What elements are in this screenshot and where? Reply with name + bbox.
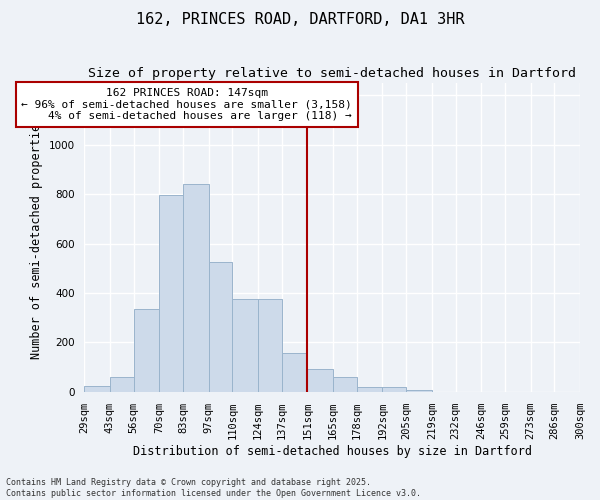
X-axis label: Distribution of semi-detached houses by size in Dartford: Distribution of semi-detached houses by … xyxy=(133,444,532,458)
Title: Size of property relative to semi-detached houses in Dartford: Size of property relative to semi-detach… xyxy=(88,68,576,80)
Bar xyxy=(209,262,232,392)
Bar xyxy=(282,354,307,392)
Bar xyxy=(357,387,382,392)
Bar xyxy=(333,377,357,392)
Bar xyxy=(382,388,406,392)
Bar xyxy=(258,299,282,392)
Text: 162 PRINCES ROAD: 147sqm
← 96% of semi-detached houses are smaller (3,158)
    4: 162 PRINCES ROAD: 147sqm ← 96% of semi-d… xyxy=(22,88,352,121)
Bar xyxy=(84,386,110,392)
Bar xyxy=(110,377,134,392)
Bar xyxy=(232,299,258,392)
Text: Contains HM Land Registry data © Crown copyright and database right 2025.
Contai: Contains HM Land Registry data © Crown c… xyxy=(6,478,421,498)
Bar xyxy=(134,309,159,392)
Bar xyxy=(183,184,209,392)
Y-axis label: Number of semi-detached properties: Number of semi-detached properties xyxy=(30,116,43,358)
Bar xyxy=(406,390,432,392)
Bar xyxy=(159,196,183,392)
Bar xyxy=(307,370,333,392)
Text: 162, PRINCES ROAD, DARTFORD, DA1 3HR: 162, PRINCES ROAD, DARTFORD, DA1 3HR xyxy=(136,12,464,28)
